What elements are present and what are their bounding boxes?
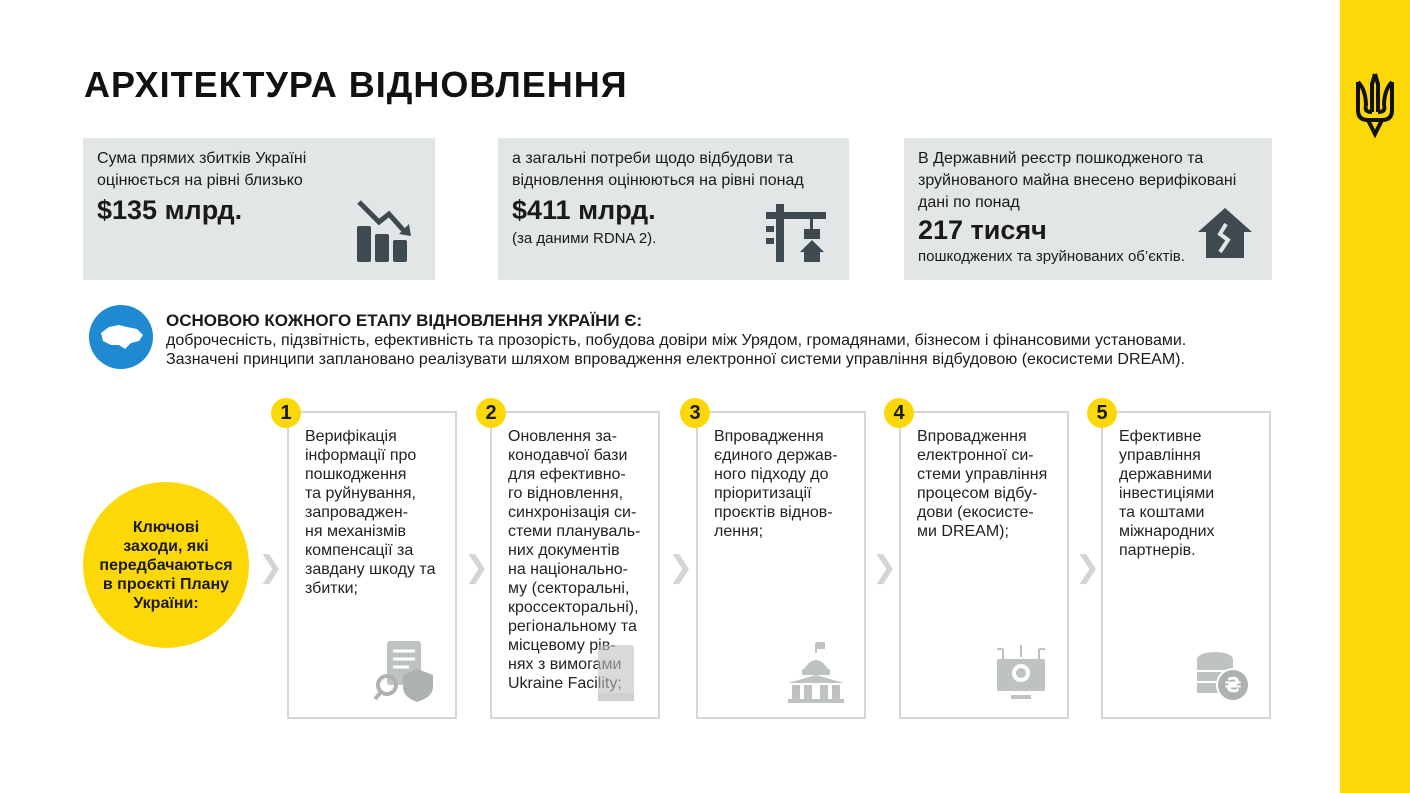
law-book-icon (598, 645, 634, 701)
stat-box-damage: Сума прямих збитків Україні оцінюється н… (83, 138, 435, 280)
step-card-3: Впровадження єдиного держав- ного підход… (696, 411, 866, 719)
chevron-right-icon: ❯ (872, 551, 898, 584)
step-card-5: Ефективне управління державними інвестиц… (1101, 411, 1271, 719)
svg-text:₴: ₴ (1224, 673, 1241, 697)
trident-icon (1356, 73, 1394, 138)
stat-text: а загальні потреби щодо відбудови та від… (512, 150, 804, 189)
step-text: Впровадження електронної си- стеми управ… (917, 428, 1048, 540)
step-card-2: Оновлення за- конодавчої бази для ефекти… (490, 411, 660, 719)
stat-note: (за даними RDNA 2). (512, 230, 657, 247)
stat-text: В Державний реєстр пошкодженого та зруйн… (918, 150, 1237, 211)
step-text: Ефективне управління державними інвестиц… (1119, 428, 1215, 559)
step-text: Впровадження єдиного держав- ного підход… (714, 428, 838, 540)
principles-line: Зазначені принципи заплановано реалізува… (166, 351, 1185, 368)
stat-note: пошкоджених та зруйнованих об’єктів. (918, 248, 1185, 265)
stat-box-registry: В Державний реєстр пошкодженого та зруйн… (904, 138, 1272, 280)
stat-text: Сума прямих збитків Україні оцінюється н… (97, 150, 307, 189)
key-measures-label: Ключові заходи, які передбачаються в про… (83, 482, 249, 648)
broken-house-icon (1198, 208, 1252, 258)
chart-down-icon (357, 200, 411, 262)
chevron-right-icon: ❯ (1075, 551, 1101, 584)
stat-value: 217 тисяч (918, 215, 1047, 245)
step-text: Верифікація інформації про пошкодження т… (305, 428, 436, 597)
stat-box-needs: а загальні потреби щодо відбудови та від… (498, 138, 849, 280)
yellow-sidebar (1340, 0, 1410, 793)
chevron-right-icon: ❯ (464, 551, 490, 584)
chevron-right-icon: ❯ (668, 551, 694, 584)
page-title: АРХІТЕКТУРА ВІДНОВЛЕННЯ (84, 64, 628, 105)
ukraine-map-icon (89, 305, 153, 369)
crane-icon (766, 204, 826, 262)
document-shield-icon (373, 641, 433, 702)
step-number-badge: 5 (1087, 398, 1117, 428)
step-number-badge: 2 (476, 398, 506, 428)
step-number-badge: 4 (884, 398, 914, 428)
step-number-badge: 3 (680, 398, 710, 428)
principles-heading: ОСНОВОЮ КОЖНОГО ЕТАПУ ВІДНОВЛЕННЯ УКРАЇН… (166, 311, 643, 330)
step-card-4: Впровадження електронної си- стеми управ… (899, 411, 1069, 719)
step-number-badge: 1 (271, 398, 301, 428)
stat-value: $135 млрд. (97, 195, 243, 225)
computer-gear-icon (997, 645, 1045, 699)
principles-line: доброчесність, підзвітність, ефективніст… (166, 332, 1187, 349)
government-building-icon (788, 642, 844, 703)
stat-value: $411 млрд. (512, 195, 656, 225)
chevron-right-icon: ❯ (258, 551, 284, 584)
step-card-1: Верифікація інформації про пошкодження т… (287, 411, 457, 719)
coins-hryvnia-icon: ₴ (1197, 652, 1250, 702)
